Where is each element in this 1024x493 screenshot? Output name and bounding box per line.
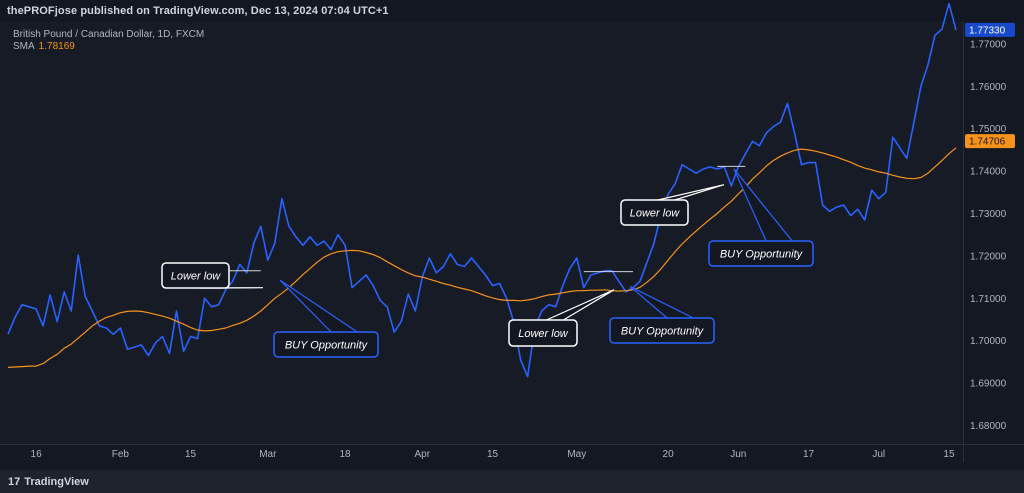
time-axis-divider [0, 444, 1024, 445]
lower-low-callout[interactable] [620, 199, 689, 226]
buy-opportunity-pointer [629, 285, 694, 319]
last-sma-badge [965, 134, 1015, 149]
y-tick-label: 1.70000 [970, 336, 1007, 347]
x-tick-label: Feb [112, 449, 130, 460]
x-tick-label: 20 [663, 449, 675, 460]
last-sma-badge-text: 1.74706 [969, 137, 1006, 148]
lower-low-pointer [546, 289, 615, 321]
x-tick-label: May [567, 449, 586, 460]
chart-legend: British Pound / Canadian Dollar, 1D, FXC… [13, 29, 204, 53]
x-tick-label: Mar [259, 449, 277, 460]
x-tick-label: Jun [730, 449, 746, 460]
lower-low-label: Lower low [171, 271, 222, 283]
lower-low-pointer [657, 184, 725, 201]
price-line [7, 2, 957, 378]
buy-opportunity-label: BUY Opportunity [720, 249, 804, 261]
y-tick-label: 1.77000 [970, 39, 1007, 50]
sma-legend-row: SMA 1.78169 [13, 41, 204, 53]
chart-pane[interactable] [0, 22, 963, 444]
buy-opportunity-label: BUY Opportunity [285, 340, 369, 352]
x-tick-label: Apr [415, 449, 431, 460]
symbol-title: British Pound / Canadian Dollar, 1D, FXC… [13, 29, 205, 40]
lower-low-label: Lower low [518, 328, 569, 340]
x-tick-label: 17 [803, 449, 815, 460]
buy-opportunity-pointer [733, 168, 793, 242]
y-tick-label: 1.74000 [970, 167, 1007, 178]
x-tick-label: Jul [872, 449, 885, 460]
y-tick-label: 1.76000 [970, 82, 1007, 93]
last-price-badge [965, 22, 1015, 37]
price-axis-divider [963, 22, 964, 462]
buy-opportunity-label: BUY Opportunity [621, 326, 705, 338]
published-caption: thePROFjose published on TradingView.com… [7, 5, 389, 17]
buy-opportunity-callout[interactable] [609, 317, 715, 344]
sma-legend-label: SMA [13, 41, 35, 52]
x-tick-label: 15 [943, 449, 955, 460]
y-tick-label: 1.69000 [970, 379, 1007, 390]
last-price-badge-text: 1.77330 [969, 25, 1006, 36]
lower-low-label: Lower low [630, 208, 681, 220]
sma-legend-value: 1.78169 [38, 41, 75, 52]
x-tick-label: 15 [185, 449, 197, 460]
x-tick-label: 15 [487, 449, 499, 460]
tradingview-logo[interactable]: 17 TradingView [8, 476, 89, 488]
buy-opportunity-pointer [279, 279, 358, 333]
y-tick-label: 1.72000 [970, 251, 1007, 262]
lower-low-callout[interactable] [508, 319, 578, 347]
footer-bar: 17 TradingView [0, 470, 1024, 493]
buy-opportunity-callout[interactable] [273, 331, 379, 358]
y-tick-label: 1.75000 [970, 124, 1007, 135]
sma-line [7, 147, 957, 368]
top-bar: thePROFjose published on TradingView.com… [0, 0, 1024, 22]
tradingview-brand: TradingView [24, 476, 89, 488]
y-tick-label: 1.73000 [970, 209, 1007, 220]
tradingview-logo-icon: 17 [8, 476, 21, 488]
y-tick-label: 1.71000 [970, 294, 1007, 305]
x-tick-label: 18 [340, 449, 352, 460]
buy-opportunity-callout[interactable] [708, 240, 814, 267]
x-tick-label: 16 [31, 449, 43, 460]
lower-low-callout[interactable] [161, 262, 230, 289]
y-tick-label: 1.68000 [970, 421, 1007, 432]
